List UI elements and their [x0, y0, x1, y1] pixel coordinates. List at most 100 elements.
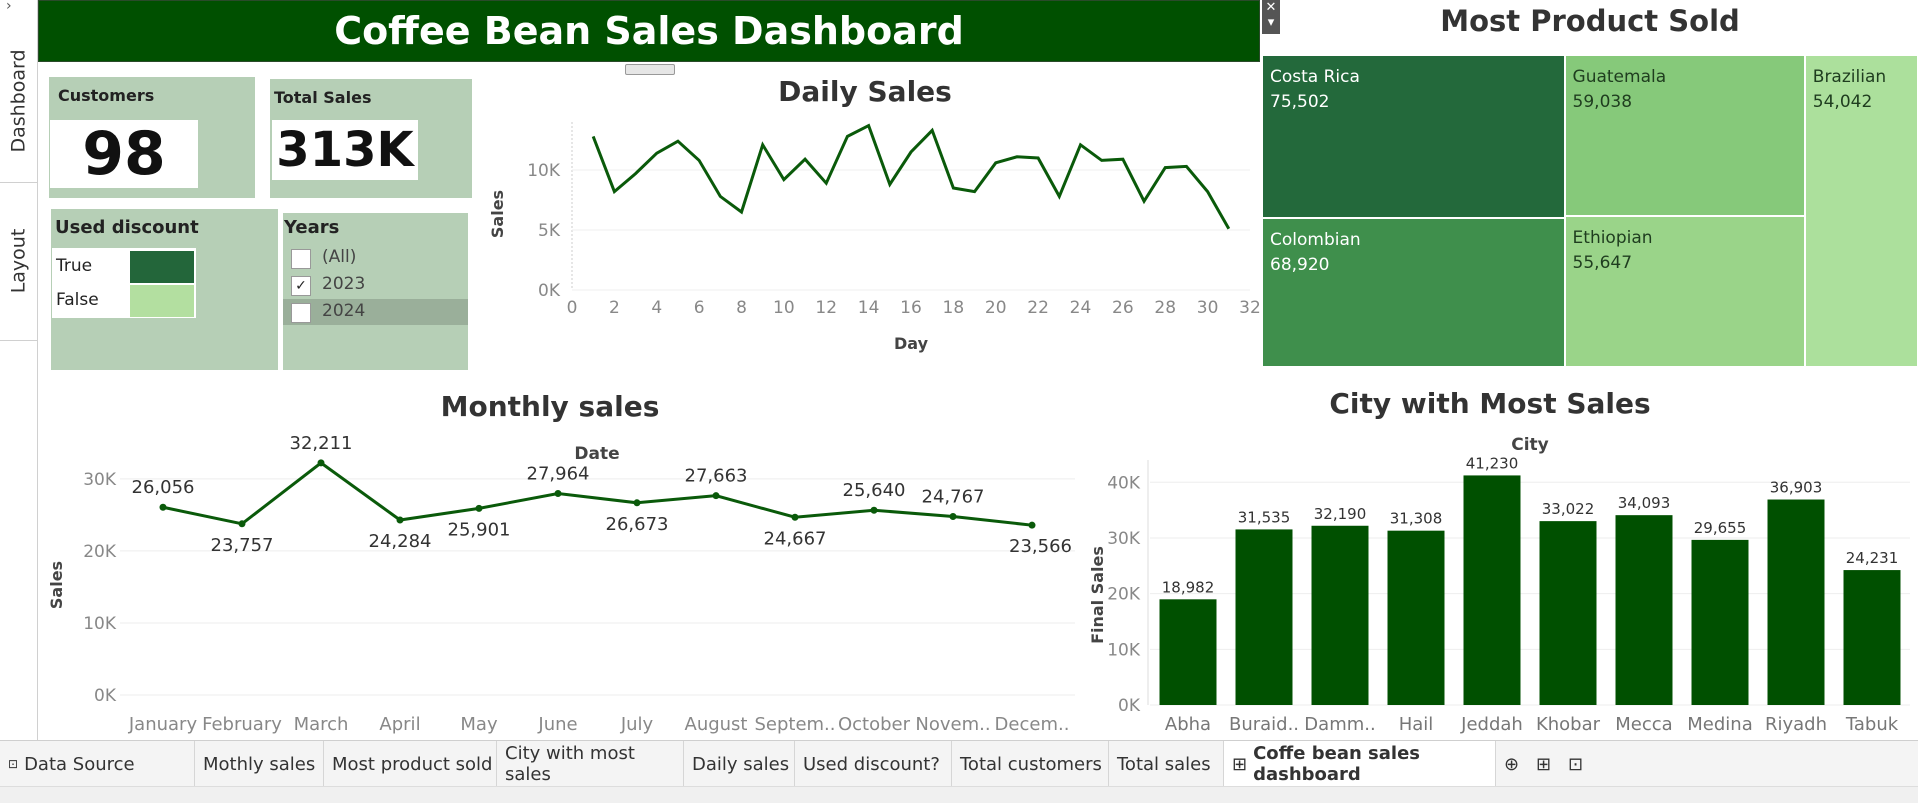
y-axis-label: Final Sales [1088, 546, 1107, 644]
tab-label: Total customers [960, 754, 1102, 775]
treemap-cell-value: 54,042 [1813, 90, 1917, 115]
y-tick-label: 30K [83, 470, 117, 490]
x-tick-label: 32 [1239, 298, 1260, 318]
data-label: 29,655 [1694, 519, 1747, 537]
year-option-all[interactable]: (All) [283, 245, 463, 271]
tab-total-customers[interactable]: Total customers [952, 741, 1109, 787]
x-tick-label: May [460, 714, 498, 735]
tab-label: Data Source [24, 754, 135, 775]
year-option-label: 2023 [322, 274, 365, 294]
discount-true-swatch[interactable] [130, 251, 194, 283]
x-tick-label: 22 [1027, 298, 1049, 318]
x-tick-label: January [128, 714, 198, 735]
y-tick-label: 10K [1107, 640, 1141, 660]
rail-tab-dashboard[interactable]: Dashboard [0, 20, 37, 183]
tab-label: Used discount? [803, 754, 940, 775]
x-tick-label: Jeddah [1460, 714, 1523, 735]
y-tick-label: 30K [1107, 529, 1141, 549]
treemap-cell-name: Costa Rica [1270, 65, 1564, 90]
treemap-cell-value: 55,647 [1573, 251, 1804, 276]
discount-false-swatch[interactable] [130, 285, 194, 317]
new-worksheet-icon[interactable]: ⊕ [1496, 741, 1528, 787]
discount-false-label: False [56, 290, 99, 310]
tab-mothly-sales[interactable]: Mothly sales [195, 741, 324, 787]
database-icon: ⊡ [8, 757, 18, 771]
year-option-label: 2024 [322, 301, 365, 321]
x-tick-label: 28 [1154, 298, 1176, 318]
data-label: 31,535 [1238, 508, 1291, 526]
data-point [476, 505, 483, 512]
x-tick-label: Abha [1165, 714, 1211, 735]
x-tick-label: 20 [985, 298, 1007, 318]
city-chart-title: City with Most Sales [1300, 387, 1680, 420]
years-title: Years [284, 217, 339, 238]
y-tick-label: 10K [527, 161, 561, 181]
tab-label: Coffe bean sales dashboard [1253, 743, 1495, 785]
treemap-cell-name: Ethiopian [1573, 226, 1804, 251]
bar [1312, 526, 1369, 705]
data-label: 25,640 [843, 480, 906, 501]
total-sales-value: 313K [272, 120, 418, 180]
data-label: 25,901 [448, 519, 511, 540]
tab-total-sales[interactable]: Total sales [1109, 741, 1224, 787]
new-story-icon[interactable]: ⊡ [1560, 741, 1592, 787]
x-tick-label: Decem.. [995, 714, 1070, 735]
tab-city-with-most-sales[interactable]: City with most sales [497, 741, 684, 787]
x-tick-label: 16 [900, 298, 922, 318]
tab-data-source[interactable]: ⊡ Data Source [0, 741, 195, 787]
tab-most-product-sold[interactable]: Most product sold [324, 741, 497, 787]
data-point [950, 513, 957, 520]
expand-arrow-icon[interactable]: › [6, 0, 12, 14]
x-tick-label: 14 [858, 298, 880, 318]
data-point [239, 520, 246, 527]
customers-card: Customers 98 [49, 77, 255, 198]
data-label: 24,667 [764, 528, 827, 549]
bar [1768, 500, 1825, 705]
bar [1844, 570, 1901, 705]
tab-daily-sales[interactable]: Daily sales [684, 741, 795, 787]
x-tick-label: 0 [567, 298, 578, 318]
year-option-2023[interactable]: ✓ 2023 [283, 272, 463, 298]
treemap-cell-name: Brazilian [1813, 65, 1917, 90]
rail-tab-layout[interactable]: Layout [0, 182, 37, 341]
year-option-2024[interactable]: 2024 [283, 299, 468, 325]
x-tick-label: 26 [1112, 298, 1134, 318]
tab-label: City with most sales [505, 743, 683, 785]
checkbox[interactable] [291, 303, 311, 323]
data-point [160, 504, 167, 511]
x-tick-label: February [202, 714, 282, 735]
bar [1160, 599, 1217, 705]
data-label: 41,230 [1466, 454, 1519, 472]
y-axis-label: Sales [488, 190, 507, 238]
bar [1692, 540, 1749, 705]
drag-handle[interactable] [625, 64, 675, 75]
checkbox[interactable] [291, 249, 311, 269]
checkbox-checked[interactable]: ✓ [291, 276, 311, 296]
rail-tab-layout-label: Layout [8, 229, 30, 294]
dashboard-icon: ⊞ [1232, 754, 1247, 775]
tab-used-discount[interactable]: Used discount? [795, 741, 952, 787]
sheet-tab-bar: ⊡ Data Source Mothly sales Most product … [0, 740, 1918, 787]
x-tick-label: Khobar [1536, 714, 1601, 735]
discount-legend: Used discount True False [51, 209, 278, 370]
data-label: 23,566 [1009, 536, 1072, 557]
y-tick-label: 40K [1107, 473, 1141, 493]
data-label: 26,056 [132, 477, 195, 498]
y-axis-label: Sales [47, 561, 66, 609]
new-dashboard-icon[interactable]: ⊞ [1528, 741, 1560, 787]
tab-coffe-bean-sales-dashboard[interactable]: ⊞ Coffe bean sales dashboard [1224, 741, 1496, 787]
data-label: 23,757 [211, 535, 274, 556]
daily-sales-line [593, 126, 1229, 229]
tab-label: Daily sales [692, 754, 789, 775]
treemap-cell-value: 68,920 [1270, 253, 1564, 278]
x-tick-label: Hail [1399, 714, 1434, 735]
side-rail: › Dashboard Layout [0, 0, 38, 740]
tab-label: Most product sold [332, 754, 492, 775]
x-tick-label: October [838, 714, 911, 735]
